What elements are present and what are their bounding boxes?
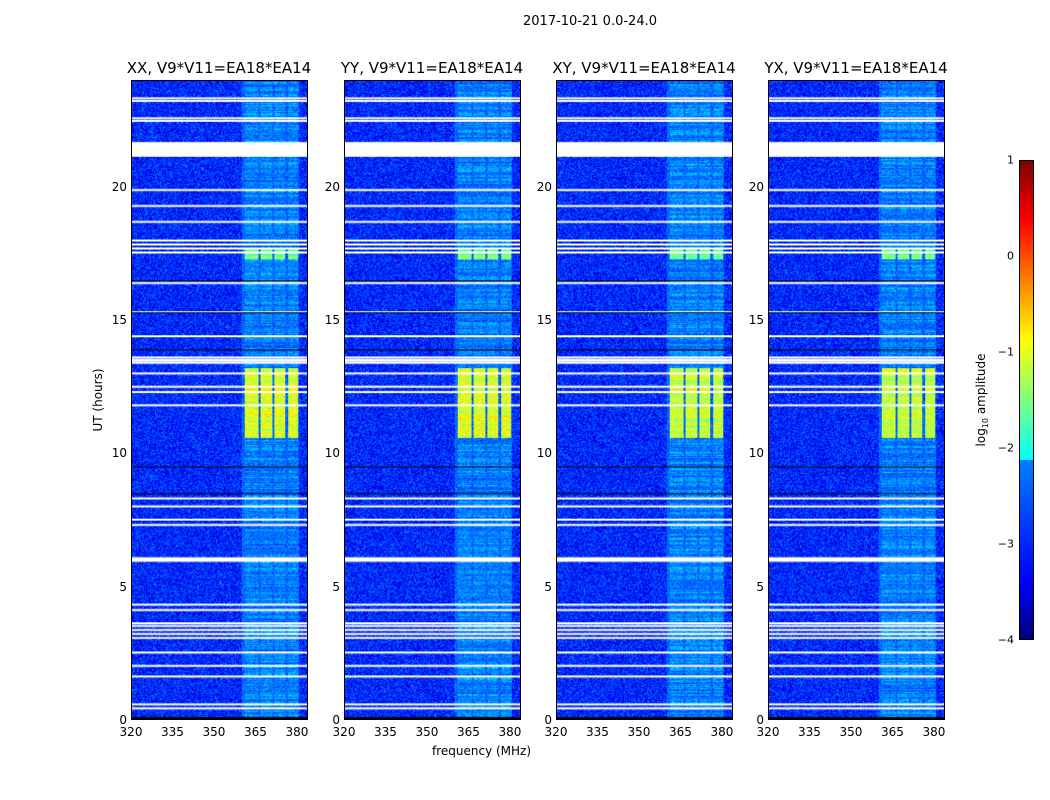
x-tick-label: 335 [798, 725, 821, 739]
x-tick-label: 335 [161, 725, 184, 739]
colorbar-tick-label: −1 [997, 345, 1014, 359]
x-axis-label: frequency (MHz) [432, 744, 532, 758]
y-tick-label: 0 [332, 713, 340, 727]
x-tick-label: 365 [244, 725, 267, 739]
colorbar-label: log10 amplitude [974, 354, 990, 447]
colorbar-label-log: log [973, 428, 988, 447]
x-tick-label: 335 [586, 725, 609, 739]
x-tick-label: 350 [202, 725, 226, 739]
x-tick-label: 350 [415, 725, 439, 739]
x-tick-label: 320 [544, 725, 568, 739]
x-tick-label: 350 [839, 725, 863, 739]
y-tick-label: 5 [544, 579, 552, 594]
colorbar [1019, 160, 1034, 640]
y-tick-label: 20 [324, 179, 340, 194]
x-tick-label: 380 [922, 725, 946, 739]
y-tick-label: 15 [111, 313, 127, 327]
panel-title-yx: YX, V9*V11=EA18*EA14 [764, 59, 948, 77]
waterfall-plot-xy [556, 80, 733, 720]
x-tick-label: 380 [285, 725, 309, 739]
panel-title-xy: XY, V9*V11=EA18*EA14 [552, 59, 736, 77]
figure-title: 2017-10-21 0.0-24.0 [523, 14, 657, 29]
x-tick-label: 365 [457, 725, 480, 739]
y-tick-label: 0 [756, 713, 764, 727]
y-tick-label: 5 [119, 579, 127, 594]
x-tick-label: 380 [710, 725, 734, 739]
y-tick-label: 15 [324, 313, 340, 327]
y-tick-label: 0 [544, 713, 552, 727]
heatmap-canvas [345, 81, 520, 719]
x-tick-label: 320 [119, 725, 143, 739]
x-tick-label: 320 [332, 725, 356, 739]
colorbar-label-sub: 10 [981, 417, 991, 429]
panel-title-yy: YY, V9*V11=EA18*EA14 [340, 59, 524, 77]
waterfall-plot-yy [344, 80, 521, 720]
heatmap-canvas [132, 81, 307, 719]
y-tick-label: 0 [119, 713, 127, 727]
y-tick-label: 20 [536, 179, 552, 194]
y-tick-label: 10 [324, 446, 340, 461]
colorbar-tick-label: −4 [997, 633, 1014, 647]
y-tick-label: 15 [748, 313, 764, 327]
y-tick-label: 10 [111, 446, 127, 461]
y-tick-label: 10 [748, 446, 764, 461]
y-tick-label: 20 [111, 179, 127, 194]
x-tick-label: 380 [498, 725, 522, 739]
x-tick-label: 320 [756, 725, 780, 739]
y-tick-label: 20 [748, 179, 764, 194]
colorbar-tick-label: −3 [997, 537, 1014, 551]
waterfall-plot-yx [768, 80, 945, 720]
x-tick-label: 335 [374, 725, 397, 739]
heatmap-canvas [769, 81, 944, 719]
colorbar-tick-label: 1 [1007, 153, 1014, 167]
colorbar-tick-label: 0 [1007, 249, 1014, 263]
x-tick-label: 365 [881, 725, 904, 739]
x-tick-label: 365 [669, 725, 692, 739]
y-tick-label: 5 [332, 579, 340, 594]
waterfall-plot-xx [131, 80, 308, 720]
y-axis-label: UT (hours) [91, 368, 105, 432]
colorbar-tick-label: −2 [997, 441, 1014, 455]
panel-title-xx: XX, V9*V11=EA18*EA14 [126, 59, 312, 77]
heatmap-canvas [557, 81, 732, 719]
x-tick-label: 350 [627, 725, 651, 739]
y-tick-label: 15 [536, 313, 552, 327]
colorbar-label-suffix: amplitude [973, 353, 988, 418]
y-tick-label: 10 [536, 446, 552, 461]
y-tick-label: 5 [756, 579, 764, 594]
